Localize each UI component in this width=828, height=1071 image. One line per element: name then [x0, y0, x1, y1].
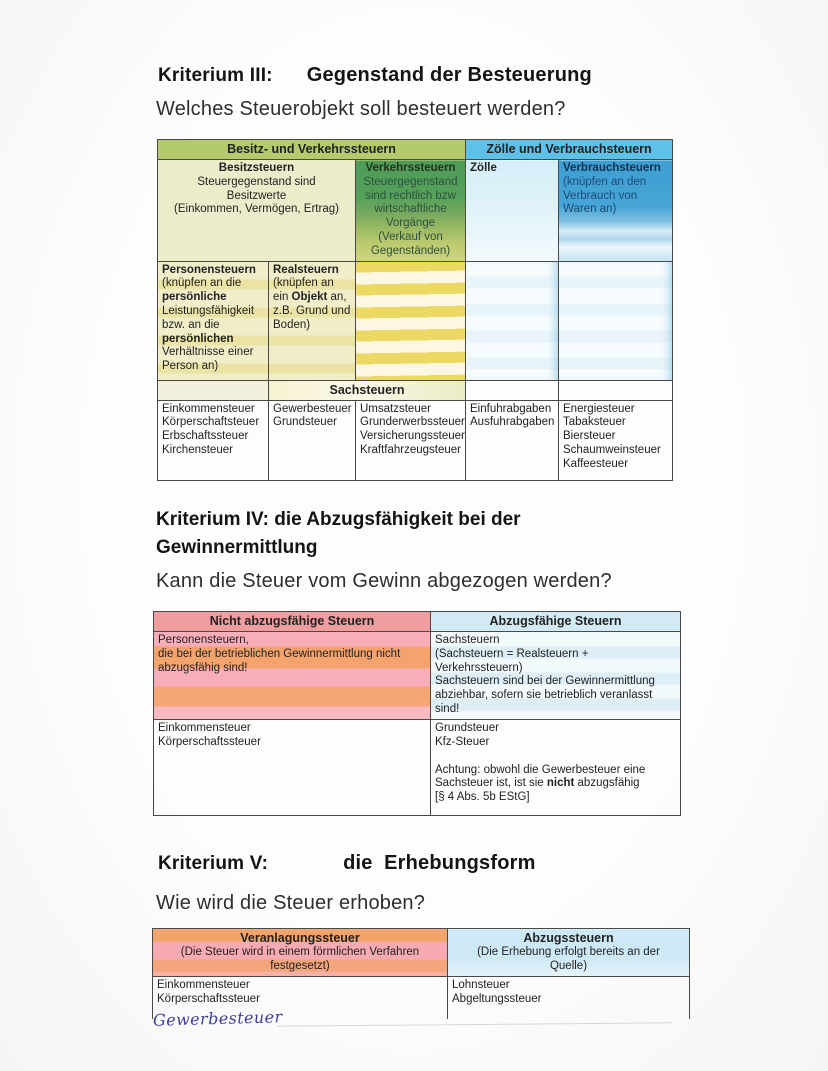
table-row: Sachsteuern: [157, 379, 674, 401]
verkehrssteuern-body: Steuergegenstand sind rechtlich bzw wirt…: [363, 175, 458, 257]
personensteuern-title: Personensteuern: [162, 263, 256, 276]
personensteuern-text: (knüpfen an die: [162, 277, 242, 290]
cell-nicht-abzugsfaehig-definition: Personensteuern, die bei der betrieblich…: [153, 631, 431, 720]
realsteuern-text: an, z.B. Grund und Boden): [273, 291, 351, 331]
table-row: Personensteuern (knüpfen an die persönli…: [157, 260, 674, 381]
verbrauchsteuern-title: Verbrauchsteuern: [563, 162, 661, 174]
table-row: Besitz- und Verkehrssteuern Zölle und Ve…: [156, 139, 674, 160]
personensteuern-bold: persönlichen: [162, 332, 234, 345]
personensteuern-text: Verhältnisse einer Person an): [162, 346, 254, 373]
header-abzugssteuern: Abzugssteuern (Die Erhebung erfolgt bere…: [447, 928, 690, 977]
tax-list-verbrauchsteuern: Energiesteuer Tabaksteuer Biersteuer Sch…: [558, 399, 674, 481]
tax-object-table: Besitz- und Verkehrssteuern Zölle und Ve…: [156, 139, 674, 481]
abzugssteuern-title: Abzugssteuern: [523, 931, 614, 946]
header-nicht-abzugsfaehig: Nicht abzugsfähige Steuern: [153, 611, 431, 632]
table-row: Veranlagungssteuer (Die Steuer wird in e…: [152, 928, 690, 977]
besitzsteuern-title: Besitzsteuern: [218, 162, 295, 174]
personensteuern-bold: persönliche: [162, 291, 227, 304]
header-zoelle-verbrauchsteuern: Zölle und Verbrauchsteuern: [465, 139, 674, 160]
cell-personensteuern: Personensteuern (knüpfen an die persönli…: [157, 260, 269, 381]
note-bold: nicht: [546, 777, 575, 790]
table-row: Einkommensteuer Körperschaftssteuer Lohn…: [152, 976, 690, 1019]
header-veranlagungssteuer: Veranlagungssteuer (Die Steuer wird in e…: [152, 928, 448, 977]
cell-sachsteuern-label: Sachsteuern: [267, 379, 467, 401]
tax-list-abzugssteuern: Lohnsteuer Abgeltungssteuer: [447, 976, 690, 1019]
cell-verbrauchsteuern: Verbrauchsteuern (knüpfen an den Verbrau…: [558, 159, 674, 262]
paper-bottom-edge: [277, 1022, 672, 1027]
table-row: Einkommensteuer Körperschaftssteuer Grun…: [153, 719, 681, 816]
cell-empty: [157, 379, 269, 401]
cell-zoelle: Zölle: [465, 159, 560, 262]
kriterium-iv-question: Kann die Steuer vom Gewinn abgezogen wer…: [156, 570, 612, 592]
personensteuern-text: Leistungsfähigkeit bzw. an die: [162, 304, 255, 331]
kriterium-iii-question: Welches Steuerobjekt soll besteuert werd…: [156, 98, 566, 120]
realsteuern-text: (knüpfen an ein: [273, 277, 334, 304]
deductibility-table: Nicht abzugsfähige Steuern Abzugsfähige …: [153, 611, 681, 816]
tax-list-realsteuern: Gewerbesteuer Grundsteuer: [268, 399, 356, 481]
cell-abzugsfaehig-examples: Grundsteuer Kfz-Steuer Achtung: obwohl d…: [430, 719, 681, 816]
cell-highlight-blue: [465, 260, 560, 381]
kriterium-iii-title: Gegenstand der Besteuerung: [306, 64, 592, 86]
gewerbesteuer-note: Achtung: obwohl die Gewerbesteuer eine S…: [435, 764, 676, 805]
table-row: Besitzsteuern Steuergegenstand sind Besi…: [157, 159, 674, 262]
cell-realsteuern: Realsteuern (knüpfen an ein Objekt an, z…: [268, 260, 356, 381]
tax-list-zoelle: Einfuhrabgaben Ausfuhrabgaben: [465, 399, 560, 481]
abzugssteuern-body: (Die Erhebung erfolgt bereits an der Que…: [477, 946, 660, 972]
kriterium-v-heading: Kriterium V: die Erhebungsform: [158, 852, 536, 875]
cell-empty: [558, 379, 674, 401]
verkehrssteuern-title: Verkehrssteuern: [365, 162, 456, 174]
cell-highlight-yellow: [354, 260, 467, 381]
handwritten-gewerbesteuer: Gewerbesteuer: [152, 1007, 283, 1030]
kriterium-v-title: die Erhebungsform: [343, 852, 536, 874]
tax-list-verkehrssteuern: Umsatzsteuer Grunderwerbssteuer Versiche…: [354, 399, 467, 481]
table-row: Personensteuern, die bei der betrieblich…: [153, 631, 681, 720]
realsteuern-title: Realsteuern: [273, 263, 339, 276]
tax-list-personensteuern: Einkommensteuer Körperschaftsteuer Erbsc…: [157, 399, 269, 481]
cell-abzugsfaehig-definition: Sachsteuern (Sachsteuern = Realsteuern +…: [430, 631, 681, 720]
table-row: Einkommensteuer Körperschaftsteuer Erbsc…: [157, 399, 674, 481]
kriterium-v-label: Kriterium V:: [158, 853, 269, 874]
cell-verkehrssteuern: Verkehrssteuern Steuergegenstand sind re…: [354, 159, 467, 262]
veranlagungssteuer-title: Veranlagungssteuer: [240, 931, 360, 946]
note-text: Achtung: obwohl die Gewerbesteuer eine S…: [435, 763, 646, 790]
tax-list-abzugsfaehig: Grundsteuer Kfz-Steuer: [435, 722, 499, 748]
realsteuern-bold: Objekt: [291, 291, 328, 304]
cell-highlight-blue: [558, 260, 674, 381]
veranlagungssteuer-body: (Die Steuer wird in einem förmlichen Ver…: [180, 946, 420, 972]
collection-form-table: Veranlagungssteuer (Die Steuer wird in e…: [152, 928, 690, 1019]
note-text: abzugsfähig [§ 4 Abs. 5b EStG]: [435, 777, 640, 804]
header-besitz-verkehrssteuern: Besitz- und Verkehrssteuern: [156, 139, 467, 160]
kriterium-v-question: Wie wird die Steuer erhoben?: [156, 892, 426, 914]
kriterium-iv-heading: Kriterium IV: die Abzugsfähigkeit bei de…: [156, 509, 521, 558]
cell-empty: [465, 379, 560, 401]
besitzsteuern-body: Steuergegenstand sind Besitzwerte (Einko…: [174, 175, 339, 216]
kriterium-iii-heading: Kriterium III: Gegenstand der Besteuerun…: [158, 64, 592, 87]
verbrauchsteuern-body: (knüpfen an den Verbrauch von Waren an): [563, 175, 647, 216]
cell-besitzsteuern: Besitzsteuern Steuergegenstand sind Besi…: [157, 159, 356, 262]
kriterium-iii-label: Kriterium III:: [158, 65, 273, 86]
tax-list-veranlagungssteuer: Einkommensteuer Körperschaftssteuer: [152, 976, 448, 1019]
tax-list-nicht-abzugsfaehig: Einkommensteuer Körperschaftssteuer: [153, 719, 431, 816]
table-row: Nicht abzugsfähige Steuern Abzugsfähige …: [153, 611, 681, 632]
header-abzugsfaehig: Abzugsfähige Steuern: [430, 611, 681, 632]
zoelle-title: Zölle: [470, 162, 497, 174]
